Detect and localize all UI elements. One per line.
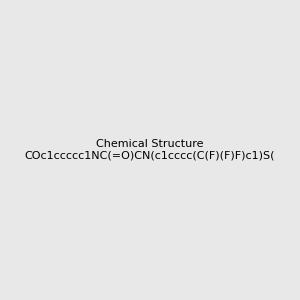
Text: Chemical Structure
COc1ccccc1NC(=O)CN(c1cccc(C(F)(F)F)c1)S(: Chemical Structure COc1ccccc1NC(=O)CN(c1… [25,139,275,161]
